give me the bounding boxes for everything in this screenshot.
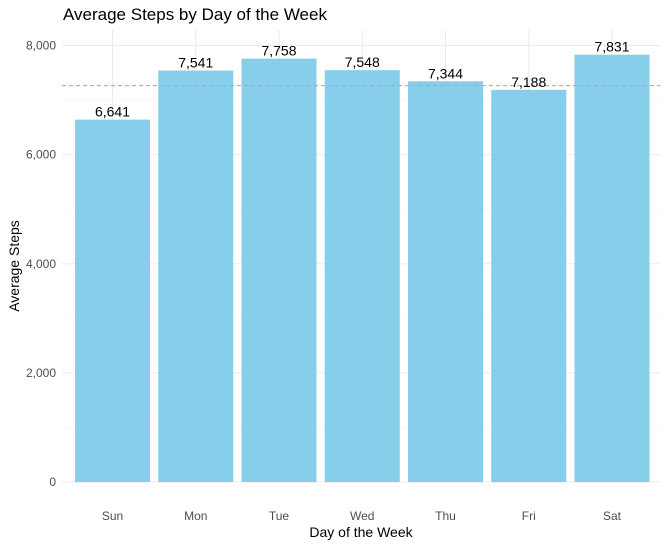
data-label-sun: 6,641 [95, 104, 130, 120]
data-label-sat: 7,831 [594, 39, 629, 55]
data-label-tue: 7,758 [261, 43, 296, 59]
data-label-fri: 7,188 [511, 74, 546, 90]
x-tick-label-wed: Wed [350, 509, 374, 523]
y-tick-label: 4,000 [26, 257, 56, 271]
data-label-wed: 7,548 [345, 54, 380, 70]
y-axis-tick-labels: 0 2,000 4,000 6,000 8,000 [26, 39, 56, 490]
x-tick-label-mon: Mon [184, 509, 207, 523]
bar-thu [408, 81, 483, 482]
y-tick-label: 2,000 [26, 366, 56, 380]
y-axis-title: Average Steps [6, 220, 22, 312]
bar-wed [324, 70, 400, 483]
x-tick-label-thu: Thu [435, 509, 456, 523]
bar-sun [75, 119, 150, 482]
x-tick-label-fri: Fri [522, 509, 536, 523]
y-tick-label: 0 [49, 475, 56, 489]
bar-fri [491, 89, 567, 482]
bars [75, 54, 650, 483]
x-tick-label-tue: Tue [269, 509, 290, 523]
data-labels: 6,641 7,541 7,758 7,548 7,344 7,188 7,831 [95, 39, 630, 120]
chart-title: Average Steps by Day of the Week [63, 5, 327, 24]
y-tick-label: 6,000 [26, 148, 56, 162]
x-axis-tick-labels: Sun Mon Tue Wed Thu Fri Sat [102, 509, 622, 523]
bar-sat [574, 54, 650, 482]
x-tick-label-sun: Sun [102, 509, 123, 523]
data-label-thu: 7,344 [428, 65, 463, 81]
bar-mon [158, 70, 234, 482]
x-axis-title: Day of the Week [309, 524, 413, 540]
x-tick-label-sat: Sat [603, 509, 622, 523]
data-label-mon: 7,541 [178, 55, 213, 71]
y-tick-label: 8,000 [26, 39, 56, 53]
bar-tue [241, 58, 317, 482]
